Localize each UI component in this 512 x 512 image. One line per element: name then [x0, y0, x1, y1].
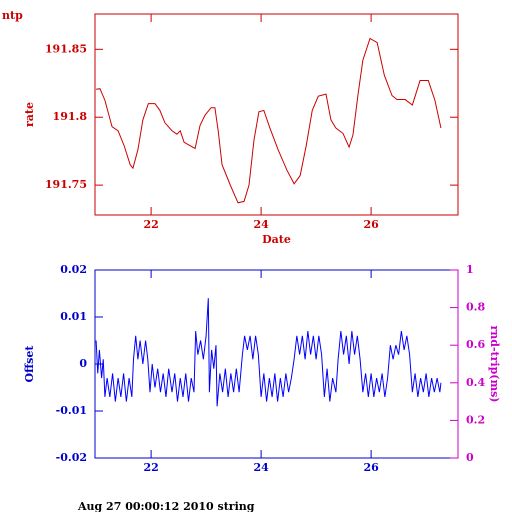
data-line	[95, 298, 442, 407]
y2-tick-label: 0.8	[466, 301, 485, 314]
x-tick-label: 22	[143, 461, 158, 474]
y2-tick-label: 0.2	[466, 413, 485, 426]
footer: Aug 27 00:00:12 2010 string	[77, 500, 255, 512]
y-tick-label: -0.02	[56, 451, 87, 464]
y-tick-label: 0.01	[60, 310, 87, 323]
x-tick-label: 26	[363, 461, 379, 474]
plot-frame	[94, 269, 459, 459]
x-axis-label: Date	[262, 233, 291, 246]
y2-tick-label: 0.6	[466, 338, 485, 351]
data-line	[96, 37, 442, 204]
y2-tick-label: 0	[466, 451, 474, 464]
y-tick-label: 0	[79, 357, 87, 370]
y-tick-label: 191.8	[53, 110, 88, 123]
x-tick-label: 24	[253, 218, 269, 231]
y-tick-label: 191.85	[45, 42, 87, 55]
y2-tick-label: 0.4	[466, 376, 485, 389]
chart-title: ntp	[2, 9, 23, 22]
x-tick-label: 24	[253, 461, 269, 474]
x-tick-label: 22	[143, 218, 158, 231]
y-axis-label: Offset	[23, 345, 36, 383]
y-tick-label: 191.75	[45, 178, 87, 191]
y2-tick-label: 1	[466, 263, 474, 276]
y-tick-label: -0.01	[56, 404, 87, 417]
y-tick-label: 0.02	[60, 263, 87, 276]
x-tick-label: 26	[363, 218, 379, 231]
y2-axis-label: rnd-trip(ms)	[488, 325, 501, 402]
plot-frame	[94, 13, 459, 216]
y-axis-label: rate	[23, 102, 36, 127]
